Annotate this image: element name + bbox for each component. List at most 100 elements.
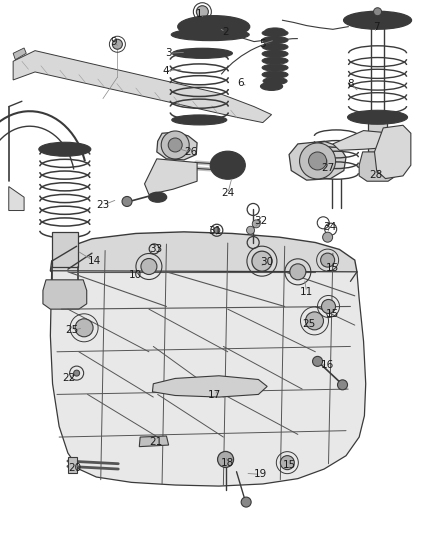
Text: 2: 2 bbox=[222, 27, 229, 37]
Ellipse shape bbox=[348, 110, 407, 124]
Circle shape bbox=[214, 227, 220, 233]
Ellipse shape bbox=[189, 20, 239, 34]
Circle shape bbox=[241, 497, 251, 507]
Circle shape bbox=[313, 357, 322, 366]
Ellipse shape bbox=[49, 145, 81, 154]
Text: 33: 33 bbox=[149, 244, 162, 254]
Text: 19: 19 bbox=[254, 470, 267, 479]
Ellipse shape bbox=[262, 29, 288, 37]
Text: 32: 32 bbox=[254, 216, 267, 226]
Text: 4: 4 bbox=[162, 66, 169, 76]
Ellipse shape bbox=[217, 156, 239, 174]
Circle shape bbox=[323, 232, 332, 242]
Ellipse shape bbox=[368, 17, 387, 23]
Ellipse shape bbox=[39, 142, 91, 156]
Polygon shape bbox=[50, 271, 366, 486]
Text: 14: 14 bbox=[88, 256, 101, 266]
Circle shape bbox=[308, 152, 327, 170]
Text: 22: 22 bbox=[63, 374, 76, 383]
Circle shape bbox=[374, 7, 381, 16]
Ellipse shape bbox=[262, 57, 288, 64]
Text: 1: 1 bbox=[196, 10, 203, 19]
Ellipse shape bbox=[205, 23, 223, 30]
Polygon shape bbox=[13, 48, 26, 60]
Polygon shape bbox=[139, 436, 169, 447]
Circle shape bbox=[252, 251, 272, 271]
Circle shape bbox=[247, 226, 254, 235]
Text: 15: 15 bbox=[283, 460, 296, 470]
Ellipse shape bbox=[261, 82, 283, 91]
Circle shape bbox=[300, 143, 336, 179]
Ellipse shape bbox=[355, 14, 400, 26]
Polygon shape bbox=[50, 232, 357, 296]
Polygon shape bbox=[43, 280, 87, 309]
Text: 7: 7 bbox=[373, 22, 380, 31]
Ellipse shape bbox=[173, 49, 232, 58]
Ellipse shape bbox=[263, 77, 287, 85]
Circle shape bbox=[75, 319, 93, 337]
Text: 26: 26 bbox=[184, 148, 197, 157]
Text: 11: 11 bbox=[300, 287, 313, 297]
Circle shape bbox=[321, 253, 335, 267]
Polygon shape bbox=[52, 232, 78, 266]
Text: 8: 8 bbox=[347, 79, 354, 89]
Circle shape bbox=[196, 6, 208, 18]
Polygon shape bbox=[157, 132, 197, 160]
Ellipse shape bbox=[262, 36, 288, 44]
Text: 21: 21 bbox=[149, 438, 162, 447]
Polygon shape bbox=[368, 120, 387, 152]
Circle shape bbox=[141, 259, 157, 274]
Circle shape bbox=[74, 370, 80, 376]
Circle shape bbox=[338, 380, 347, 390]
Ellipse shape bbox=[171, 29, 249, 41]
Circle shape bbox=[122, 197, 132, 206]
Polygon shape bbox=[289, 141, 346, 180]
Polygon shape bbox=[374, 125, 411, 179]
Text: 30: 30 bbox=[260, 257, 273, 267]
Text: 17: 17 bbox=[208, 391, 221, 400]
Ellipse shape bbox=[210, 151, 245, 179]
Text: 34: 34 bbox=[323, 222, 336, 231]
Polygon shape bbox=[152, 376, 267, 397]
Circle shape bbox=[305, 312, 324, 330]
Ellipse shape bbox=[148, 192, 167, 202]
Circle shape bbox=[218, 451, 233, 467]
Ellipse shape bbox=[178, 15, 250, 38]
Text: 28: 28 bbox=[369, 170, 382, 180]
Polygon shape bbox=[9, 187, 24, 211]
Text: 25: 25 bbox=[66, 326, 79, 335]
Text: 5: 5 bbox=[259, 39, 266, 49]
Polygon shape bbox=[333, 131, 385, 150]
Ellipse shape bbox=[262, 64, 288, 71]
Text: 10: 10 bbox=[129, 270, 142, 280]
Text: 23: 23 bbox=[96, 200, 110, 210]
Text: 24: 24 bbox=[221, 189, 234, 198]
Text: 6: 6 bbox=[237, 78, 244, 87]
Text: 15: 15 bbox=[325, 310, 339, 319]
Ellipse shape bbox=[172, 115, 227, 125]
Polygon shape bbox=[13, 51, 272, 123]
Ellipse shape bbox=[262, 43, 288, 51]
Text: 20: 20 bbox=[68, 463, 81, 473]
Ellipse shape bbox=[343, 11, 412, 29]
Polygon shape bbox=[359, 152, 396, 181]
Ellipse shape bbox=[265, 28, 285, 34]
Text: 16: 16 bbox=[321, 360, 334, 370]
Ellipse shape bbox=[262, 50, 288, 58]
Text: 9: 9 bbox=[110, 37, 117, 47]
Circle shape bbox=[168, 138, 182, 152]
Circle shape bbox=[161, 131, 189, 159]
Circle shape bbox=[321, 300, 336, 313]
Text: 3: 3 bbox=[165, 49, 172, 58]
Text: 27: 27 bbox=[321, 163, 334, 173]
Circle shape bbox=[280, 456, 294, 470]
Circle shape bbox=[290, 264, 306, 280]
Circle shape bbox=[113, 39, 122, 49]
Polygon shape bbox=[145, 159, 197, 195]
Circle shape bbox=[252, 220, 260, 228]
Text: 15: 15 bbox=[326, 263, 339, 272]
Text: 25: 25 bbox=[302, 319, 315, 329]
Text: 18: 18 bbox=[221, 458, 234, 467]
Text: 31: 31 bbox=[208, 226, 221, 236]
Polygon shape bbox=[68, 457, 77, 473]
